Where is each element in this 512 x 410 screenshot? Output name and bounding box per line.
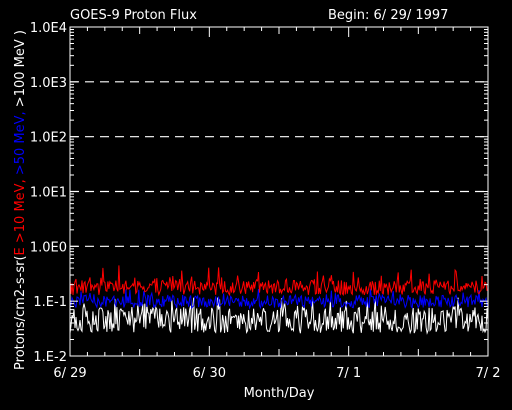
series-layer [69,265,489,335]
x-tick-label: 6/ 29 [53,366,86,381]
series-line [69,265,489,297]
y-axis-label-part: >100 MeV ) [13,30,28,107]
x-axis-label: Month/Day [244,386,315,401]
x-tick-label: 6/ 30 [193,366,226,381]
y-axis-label-part: Protons/cm2-s-sr( [13,255,28,370]
y-tick-label: 1.E-1 [33,295,67,310]
begin-date-label: Begin: 6/ 29/ 1997 [328,8,448,23]
y-tick-label: 1.0E0 [30,240,67,255]
y-axis-label: Protons/cm2-s-sr(E >10 MeV, >50 MeV, >10… [13,30,28,370]
y-tick-label: 1.E-2 [33,350,67,365]
y-tick-label: 1.0E1 [30,186,67,201]
y-axis: 1.E-2 1.E-1 1.0E0 1.0E1 1.0E2 1.0E3 1.0E4 [30,21,488,365]
y-tick-label: 1.0E3 [30,76,67,91]
y-tick-label: 1.0E2 [30,131,67,146]
series-line [69,288,489,310]
x-axis: 6/ 29 6/ 30 7/ 1 7/ 2 [53,27,501,381]
y-axis-label-part: E >10 MeV, [13,175,28,255]
y-axis-label-part: >50 MeV, [13,107,28,175]
chart-title: GOES-9 Proton Flux [70,8,197,23]
y-tick-label: 1.0E4 [30,21,67,36]
x-tick-label: 7/ 2 [475,366,500,381]
x-tick-label: 7/ 1 [336,366,361,381]
gridlines [70,81,488,247]
series-line [69,297,489,335]
